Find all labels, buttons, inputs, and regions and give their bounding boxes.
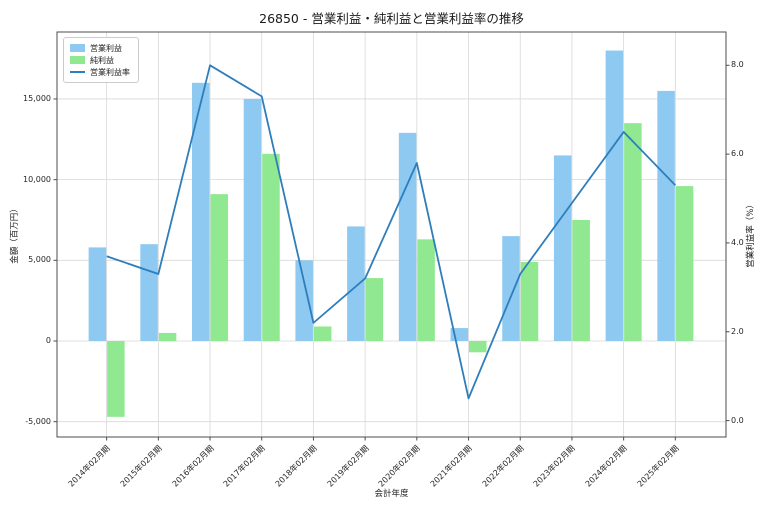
chart-title: 26850 - 営業利益・純利益と営業利益率の推移 [259,11,524,26]
left-y-tick-label: 10,000 [23,174,51,184]
net-profit-bar [365,278,384,341]
legend-item-operating-profit: 営業利益 [70,42,130,54]
net-profit-bar [158,332,177,341]
net-profit-bar [262,153,280,341]
right-y-tick-label: 6.0 [731,149,744,159]
operating-profit-bar [192,82,210,341]
legend-item-profit-margin: 営業利益率 [70,66,130,78]
net-profit-bar [210,194,229,341]
legend-swatch-net-profit [70,56,85,64]
operating-profit-bar [553,155,572,341]
net-profit-bar [624,123,642,341]
operating-profit-bar [657,90,675,341]
operating-profit-bar [347,226,365,341]
net-profit-bar [572,219,590,341]
legend-label-net-profit: 純利益 [90,55,114,65]
legend-item-net-profit: 純利益 [70,54,130,66]
legend-swatch-profit-margin [70,71,85,73]
x-axis-label: 会計年度 [374,489,409,499]
right-y-tick-label: 0.0 [731,415,744,425]
left-y-tick-label: 15,000 [23,93,51,103]
right-y-tick-label: 4.0 [731,237,744,247]
net-profit-bar [469,340,487,353]
operating-profit-bar [398,132,417,341]
net-profit-bar [520,261,539,341]
operating-profit-bar [88,247,107,341]
legend-swatch-operating-profit [70,44,85,52]
operating-profit-bar [140,244,158,341]
legend: 営業利益 純利益 営業利益率 [63,37,139,83]
net-profit-bar [107,340,125,417]
operating-profit-bar [243,98,262,341]
left-y-tick-label: 5,000 [28,255,51,265]
right-y-axis-label: 営業利益率（%） [746,200,756,268]
plot-border [56,31,727,438]
operating-profit-bar [502,236,520,341]
operating-profit-bar [295,260,313,341]
left-y-tick-label: -5,000 [25,416,51,426]
left-y-tick-label: 0 [45,335,51,345]
legend-label-profit-margin: 営業利益率 [90,67,130,77]
net-profit-bar [675,186,694,341]
right-y-tick-label: 8.0 [731,60,744,70]
net-profit-bar [417,239,435,341]
profit-margin-line [106,64,676,400]
net-profit-bar [313,326,332,341]
legend-label-operating-profit: 営業利益 [90,43,122,53]
operating-profit-bar [605,50,624,341]
right-y-tick-label: 2.0 [731,326,744,336]
